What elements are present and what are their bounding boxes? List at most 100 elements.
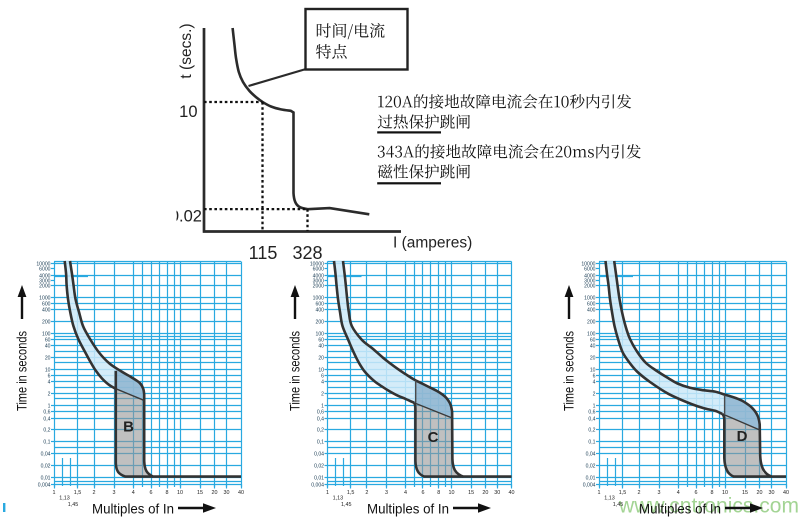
svg-text:400: 400 [587, 307, 596, 313]
svg-text:0,2: 0,2 [43, 427, 50, 433]
svg-text:D: D [737, 428, 748, 445]
svg-text:2: 2 [593, 391, 596, 397]
svg-text:400: 400 [42, 307, 51, 313]
svg-text:10000: 10000 [581, 261, 595, 267]
svg-text:15: 15 [197, 490, 203, 496]
svg-text:100: 100 [316, 331, 325, 337]
svg-text:0,6: 0,6 [317, 409, 324, 415]
svg-text:4: 4 [593, 379, 596, 385]
svg-text:2000: 2000 [39, 283, 50, 289]
svg-text:6000: 6000 [39, 266, 50, 272]
svg-text:1: 1 [321, 403, 324, 409]
svg-text:0,01: 0,01 [41, 475, 51, 481]
svg-text:1,45: 1,45 [341, 502, 352, 508]
svg-text:Time in seconds: Time in seconds [288, 331, 303, 411]
svg-text:40: 40 [783, 490, 789, 496]
svg-text:4: 4 [132, 490, 135, 496]
svg-text:6: 6 [321, 373, 324, 379]
svg-text:0,4: 0,4 [43, 416, 50, 422]
svg-text:www.cntronics.com: www.cntronics.com [618, 494, 799, 518]
svg-text:Multiples of In: Multiples of In [92, 501, 174, 517]
svg-text:1: 1 [593, 403, 596, 409]
svg-text:10: 10 [45, 367, 51, 373]
svg-text:0.02: 0.02 [170, 208, 202, 226]
svg-text:Multiples of In: Multiples of In [367, 501, 449, 517]
svg-text:10: 10 [179, 103, 197, 121]
svg-text:100: 100 [42, 331, 51, 337]
svg-text:0,02: 0,02 [586, 463, 596, 469]
svg-text:8: 8 [166, 490, 169, 496]
svg-text:40: 40 [590, 343, 596, 349]
svg-text:10000: 10000 [310, 261, 324, 267]
svg-text:0,2: 0,2 [588, 427, 595, 433]
svg-text:0,2: 0,2 [317, 427, 324, 433]
svg-text:30: 30 [494, 490, 500, 496]
svg-text:8: 8 [437, 490, 440, 496]
svg-text:115: 115 [249, 243, 278, 263]
svg-text:600: 600 [587, 301, 596, 307]
svg-text:1: 1 [598, 490, 601, 496]
svg-text:6000: 6000 [584, 266, 595, 272]
svg-text:20: 20 [482, 490, 488, 496]
svg-text:6: 6 [48, 373, 51, 379]
svg-text:6: 6 [421, 490, 424, 496]
svg-text:200: 200 [42, 319, 51, 325]
svg-text:10: 10 [722, 490, 728, 496]
svg-text:2: 2 [93, 490, 96, 496]
svg-text:60: 60 [318, 337, 324, 343]
svg-text:10: 10 [177, 490, 183, 496]
svg-text:2: 2 [48, 391, 51, 397]
svg-text:1,5: 1,5 [619, 490, 627, 496]
svg-text:4000: 4000 [584, 273, 595, 279]
svg-text:0,1: 0,1 [43, 439, 50, 445]
svg-text:0,1: 0,1 [317, 439, 324, 445]
svg-text:0,04: 0,04 [586, 451, 596, 457]
svg-text:200: 200 [316, 319, 325, 325]
svg-text:60: 60 [45, 337, 51, 343]
svg-text:Multiples of In: Multiples of In [639, 501, 721, 517]
svg-text:1,13: 1,13 [59, 496, 70, 502]
svg-text:t (secs.): t (secs.) [178, 23, 195, 78]
svg-text:40: 40 [45, 343, 51, 349]
svg-text:20: 20 [757, 490, 763, 496]
svg-text:6: 6 [593, 373, 596, 379]
svg-text:8: 8 [711, 490, 714, 496]
svg-text:328: 328 [292, 243, 322, 263]
svg-text:0,01: 0,01 [314, 475, 324, 481]
svg-text:3: 3 [385, 490, 388, 496]
svg-text:10: 10 [318, 367, 324, 373]
svg-text:1,5: 1,5 [74, 490, 82, 496]
svg-text:200: 200 [587, 319, 596, 325]
svg-text:1,13: 1,13 [604, 496, 615, 502]
svg-text:40: 40 [509, 490, 515, 496]
svg-text:2: 2 [321, 391, 324, 397]
svg-text:3: 3 [113, 490, 116, 496]
svg-text:2000: 2000 [584, 283, 595, 289]
svg-text:1,5: 1,5 [347, 490, 355, 496]
svg-text:10: 10 [590, 367, 596, 373]
svg-text:20: 20 [212, 490, 218, 496]
svg-text:100: 100 [587, 331, 596, 337]
svg-text:1000: 1000 [39, 295, 50, 301]
svg-text:600: 600 [316, 301, 325, 307]
svg-text:3000: 3000 [39, 278, 50, 284]
svg-text:4: 4 [404, 490, 407, 496]
svg-text:20: 20 [318, 355, 324, 361]
svg-text:3000: 3000 [313, 278, 324, 284]
svg-text:Time in seconds: Time in seconds [562, 331, 577, 411]
svg-text:1,13: 1,13 [333, 496, 344, 502]
svg-text:40: 40 [238, 490, 244, 496]
svg-text:Time in seconds: Time in seconds [15, 331, 30, 411]
svg-text:0,02: 0,02 [314, 463, 324, 469]
svg-text:1,45: 1,45 [613, 502, 624, 508]
svg-text:0,04: 0,04 [314, 451, 324, 457]
svg-text:B: B [123, 419, 134, 436]
svg-text:4000: 4000 [313, 273, 324, 279]
svg-text:0,004: 0,004 [38, 482, 51, 488]
svg-text:6000: 6000 [313, 266, 324, 272]
svg-text:6: 6 [150, 490, 153, 496]
svg-text:10: 10 [448, 490, 454, 496]
svg-text:4: 4 [321, 379, 324, 385]
svg-text:0,02: 0,02 [41, 463, 51, 469]
svg-text:3000: 3000 [584, 278, 595, 284]
